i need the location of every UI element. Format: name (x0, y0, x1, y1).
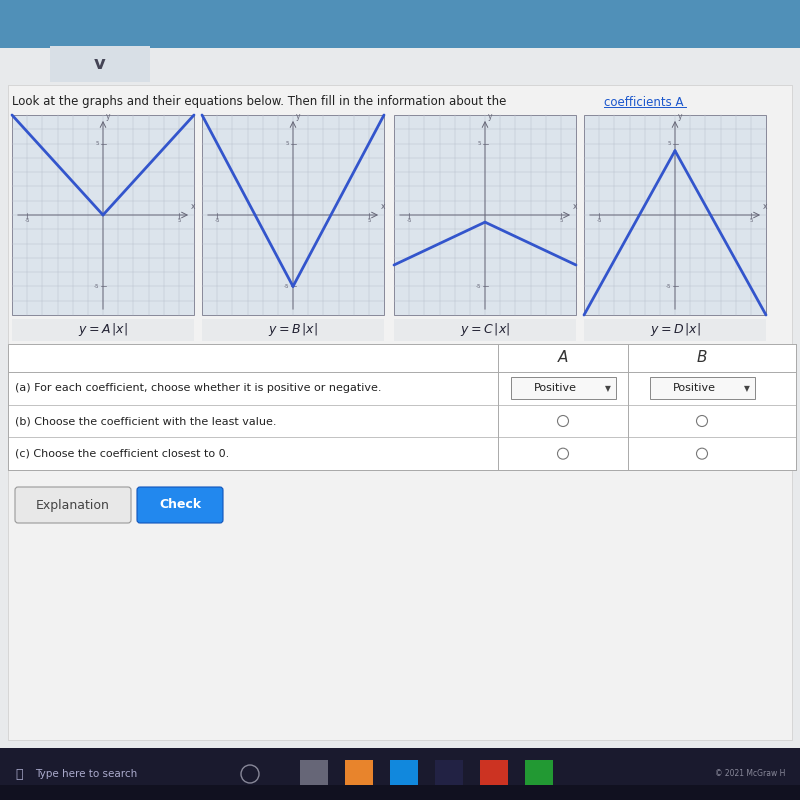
FancyBboxPatch shape (15, 487, 131, 523)
Text: ▼: ▼ (743, 384, 750, 393)
Text: (b) Choose the coefficient with the least value.: (b) Choose the coefficient with the leas… (15, 416, 277, 426)
Text: (c) Choose the coefficient closest to 0.: (c) Choose the coefficient closest to 0. (15, 449, 230, 458)
Text: y: y (296, 112, 301, 121)
Text: © 2021 McGraw H: © 2021 McGraw H (714, 770, 785, 778)
Text: 5: 5 (559, 218, 562, 223)
Bar (202, 115, 384, 315)
Bar (300, 760, 328, 788)
Text: 5: 5 (177, 218, 181, 223)
Text: Type here to search: Type here to search (35, 769, 138, 779)
Text: coefficients A: coefficients A (604, 95, 683, 109)
Text: -5: -5 (94, 284, 99, 289)
Text: Check: Check (159, 498, 201, 511)
Bar (394, 115, 576, 315)
Text: $y=B\,|x|$: $y=B\,|x|$ (268, 322, 318, 338)
Bar (480, 760, 508, 788)
Bar (394, 319, 576, 341)
Text: y: y (106, 112, 110, 121)
Bar (50, 46, 150, 82)
Bar (8, 85, 792, 740)
Text: A: A (558, 350, 568, 366)
Text: 5: 5 (367, 218, 370, 223)
Text: v: v (94, 55, 106, 73)
Text: Explanation: Explanation (36, 498, 110, 511)
Bar (12, 319, 194, 341)
Bar (0, 748, 800, 800)
FancyBboxPatch shape (137, 487, 223, 523)
Text: ▼: ▼ (605, 384, 610, 393)
Text: Positive: Positive (534, 383, 577, 394)
Text: Positive: Positive (673, 383, 715, 394)
Text: $y=A\,|x|$: $y=A\,|x|$ (78, 322, 128, 338)
Bar (202, 319, 384, 341)
FancyBboxPatch shape (510, 378, 615, 399)
Bar (12, 115, 194, 315)
Text: -5: -5 (475, 284, 481, 289)
Text: 5: 5 (667, 141, 671, 146)
Text: -5: -5 (214, 218, 220, 223)
Text: x: x (191, 202, 195, 211)
Text: x: x (381, 202, 386, 211)
Bar (8, 344, 796, 470)
Text: 5: 5 (286, 141, 289, 146)
Text: 5: 5 (95, 141, 99, 146)
FancyBboxPatch shape (650, 378, 754, 399)
Bar (525, 760, 553, 788)
Text: y: y (678, 112, 682, 121)
Text: Look at the graphs and their equations below. Then fill in the information about: Look at the graphs and their equations b… (12, 95, 510, 109)
Text: 🔍: 🔍 (15, 767, 22, 781)
Bar (0, 0, 800, 48)
Bar (435, 760, 463, 788)
Text: -5: -5 (597, 218, 602, 223)
Text: y: y (488, 112, 493, 121)
Text: 5: 5 (749, 218, 753, 223)
Text: -5: -5 (283, 284, 289, 289)
Text: -5: -5 (666, 284, 671, 289)
Text: -5: -5 (25, 218, 30, 223)
Bar (0, 785, 800, 800)
Text: $y=D\,|x|$: $y=D\,|x|$ (650, 322, 701, 338)
Text: x: x (573, 202, 578, 211)
Text: $y=C\,|x|$: $y=C\,|x|$ (460, 322, 510, 338)
Text: B: B (697, 350, 707, 366)
Text: -5: -5 (406, 218, 412, 223)
Bar (584, 115, 766, 315)
Bar (345, 760, 373, 788)
Bar (390, 760, 418, 788)
Bar (584, 319, 766, 341)
Text: 5: 5 (478, 141, 481, 146)
Text: (a) For each coefficient, choose whether it is positive or negative.: (a) For each coefficient, choose whether… (15, 383, 382, 394)
Text: x: x (763, 202, 767, 211)
